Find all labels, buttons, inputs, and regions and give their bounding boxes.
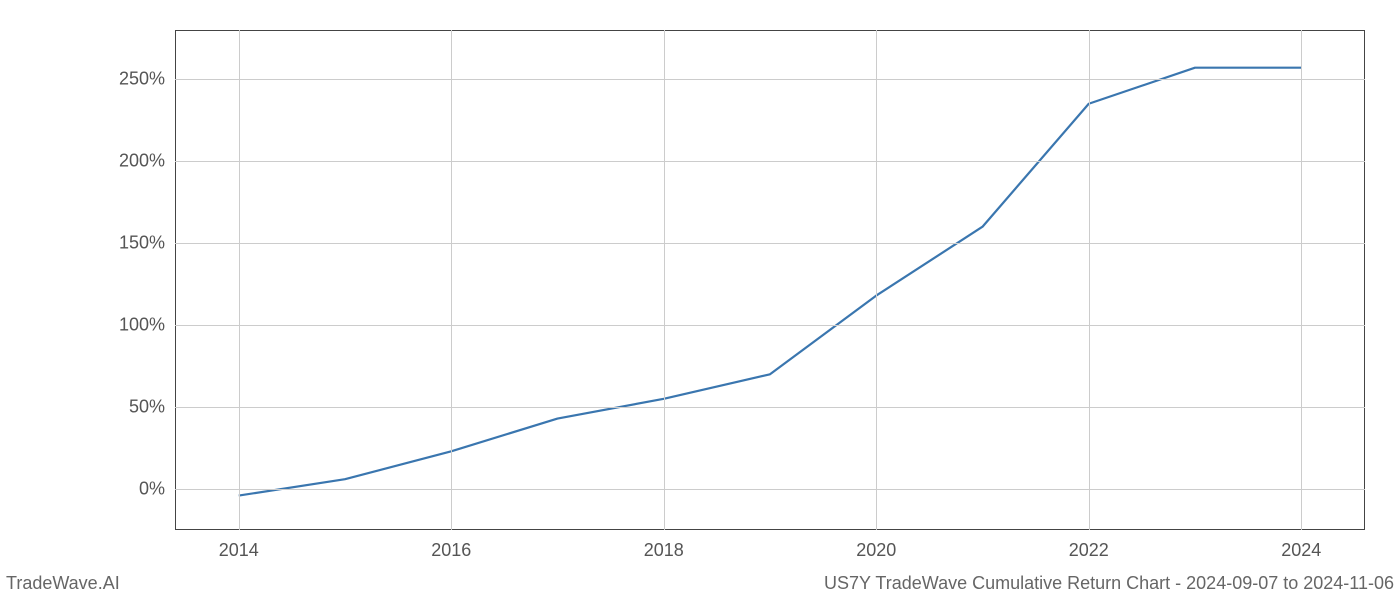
grid-line-vertical (239, 30, 240, 530)
x-tick-label: 2024 (1281, 540, 1321, 561)
x-tick-label: 2014 (219, 540, 259, 561)
grid-line-vertical (664, 30, 665, 530)
y-tick-label: 250% (115, 69, 165, 90)
x-tick-label: 2020 (856, 540, 896, 561)
grid-line-horizontal (175, 407, 1365, 408)
chart-container: TradeWave.AI US7Y TradeWave Cumulative R… (0, 0, 1400, 600)
grid-line-horizontal (175, 79, 1365, 80)
x-tick-label: 2018 (644, 540, 684, 561)
grid-line-horizontal (175, 243, 1365, 244)
x-tick-label: 2022 (1069, 540, 1109, 561)
x-tick-label: 2016 (431, 540, 471, 561)
grid-line-vertical (1089, 30, 1090, 530)
return-line (175, 30, 1365, 530)
plot-area (175, 30, 1365, 530)
y-tick-label: 100% (115, 315, 165, 336)
grid-line-horizontal (175, 325, 1365, 326)
grid-line-horizontal (175, 489, 1365, 490)
grid-line-vertical (1301, 30, 1302, 530)
footer-right-label: US7Y TradeWave Cumulative Return Chart -… (824, 573, 1394, 594)
grid-line-vertical (451, 30, 452, 530)
grid-line-horizontal (175, 161, 1365, 162)
y-tick-label: 50% (115, 397, 165, 418)
y-tick-label: 200% (115, 151, 165, 172)
y-tick-label: 0% (115, 479, 165, 500)
footer-left-label: TradeWave.AI (6, 573, 120, 594)
y-tick-label: 150% (115, 233, 165, 254)
grid-line-vertical (876, 30, 877, 530)
